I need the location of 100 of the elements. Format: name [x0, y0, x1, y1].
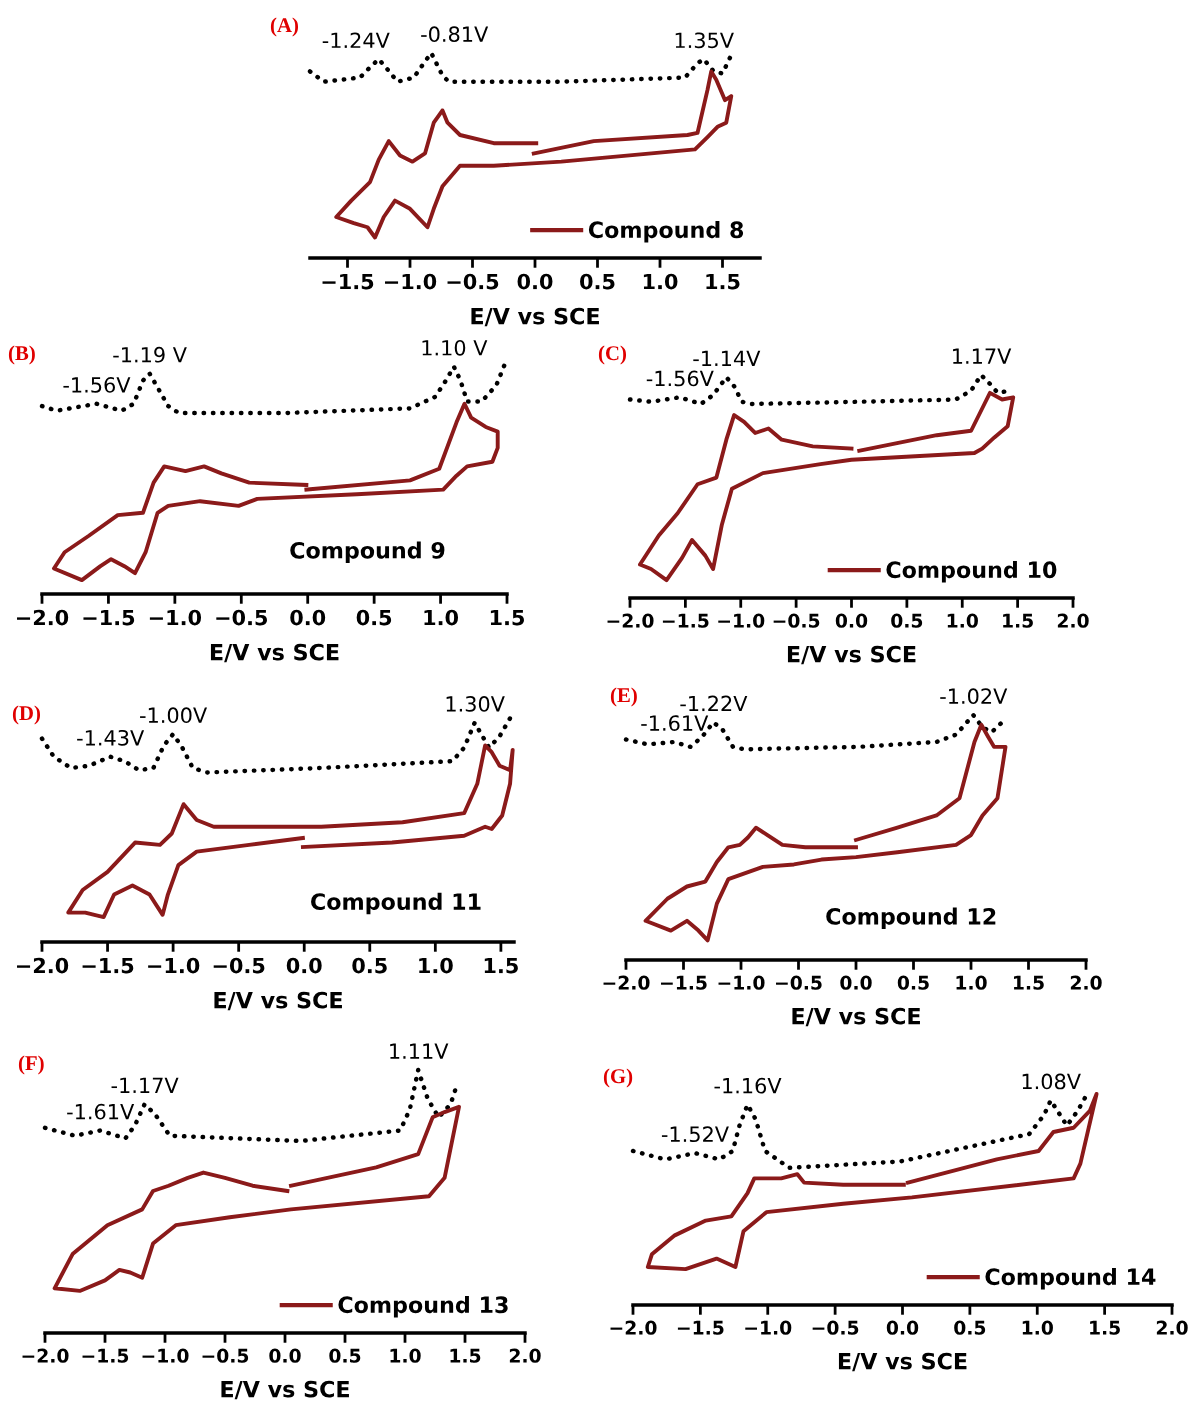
x-tick-label: −2.0	[17, 957, 69, 974]
x-tick-label: −0.5	[447, 273, 499, 290]
x-tick-label: −1.5	[83, 609, 135, 626]
x-tick-label: 0.0	[290, 609, 326, 626]
x-tick-label: 1.5	[1090, 1320, 1120, 1335]
annotation: Compound 12	[826, 907, 996, 930]
x-tick-label: −1.5	[322, 273, 374, 290]
x-tick-label: −0.5	[213, 957, 265, 974]
x-tick-label: −1.0	[718, 613, 765, 628]
annotation: 1.10 V	[422, 339, 488, 356]
x-tick-label: 0.5	[352, 957, 387, 974]
x-axis-title: E/V vs SCE	[838, 1352, 967, 1372]
x-tick-label: 0.0	[835, 613, 868, 628]
x-tick-label: 1.0	[956, 975, 987, 990]
legend-label: Compound 14	[985, 1267, 1156, 1290]
annotation: -1.61V	[67, 1103, 135, 1120]
annotation: Compound 11	[311, 892, 481, 915]
x-tick-label: −1.0	[149, 609, 202, 626]
x-axis-title: E/V vs SCE	[792, 1007, 920, 1027]
x-tick-label: −2.0	[22, 1348, 69, 1363]
annotation: -1.19 V	[113, 346, 187, 363]
x-tick-label: −2.0	[607, 613, 654, 628]
x-tick-label: 0.5	[356, 609, 392, 626]
x-tick-label: −1.5	[82, 957, 134, 974]
x-tick-label: 1.0	[424, 609, 459, 626]
x-tick-label: 2.0	[1057, 613, 1089, 628]
x-tick-label: −1.5	[677, 1320, 724, 1335]
chart-title: (A)	[270, 17, 298, 37]
annotation: -1.24V	[322, 32, 390, 48]
x-tick-label: −1.5	[82, 1348, 129, 1363]
x-tick-label: −0.5	[216, 609, 268, 626]
x-tick-label: 0.0	[286, 957, 322, 974]
annotation: -1.17V	[111, 1077, 179, 1093]
x-tick-label: 1.0	[390, 1348, 421, 1363]
x-tick-label: 2.0	[509, 1348, 541, 1363]
x-axis-title: E/V vs SCE	[210, 643, 339, 663]
annotation: 1.30V	[446, 696, 505, 712]
x-tick-label: 2.0	[1156, 1320, 1188, 1335]
annotation: -1.22V	[680, 695, 748, 712]
x-axis-title: E/V vs SCE	[471, 307, 599, 327]
annotation: -1.61V	[641, 715, 709, 731]
x-tick-label: −2.0	[17, 609, 69, 626]
x-tick-label: −1.5	[661, 975, 707, 990]
x-tick-label: 0.0	[269, 1348, 301, 1363]
chart-title: (C)	[598, 345, 626, 365]
x-tick-label: 1.0	[947, 613, 978, 628]
x-tick-label: −2.0	[610, 1320, 657, 1335]
chart-title: (D)	[12, 705, 40, 725]
x-tick-label: 0.5	[891, 613, 923, 628]
x-tick-label: 0.0	[840, 975, 872, 990]
annotation: -1.56V	[63, 377, 131, 393]
annotation: -1.00V	[140, 707, 208, 724]
annotation: -1.16V	[714, 1077, 782, 1094]
annotation: 1.08V	[1022, 1073, 1081, 1090]
annotation: 1.17V	[953, 348, 1012, 364]
annotation: 1.11V	[390, 1043, 449, 1059]
annotation: -1.43V	[77, 729, 145, 746]
chart-title: (B)	[8, 345, 35, 365]
x-tick-label: −1.0	[718, 975, 765, 990]
annotation: -1.02V	[940, 688, 1008, 705]
x-tick-label: 1.5	[1014, 975, 1044, 990]
x-tick-label: 1.5	[450, 1348, 481, 1363]
x-axis-title: E/V vs SCE	[221, 1380, 349, 1400]
legend-label: Compound 10	[886, 560, 1057, 583]
x-tick-label: 0.5	[954, 1320, 986, 1335]
x-tick-label: −1.0	[745, 1320, 792, 1335]
annotation: -1.56V	[646, 370, 714, 387]
x-tick-label: 1.5	[490, 609, 524, 626]
chart-title: (G)	[603, 1068, 633, 1088]
x-tick-label: −1.0	[148, 957, 200, 974]
x-tick-label: 1.5	[706, 273, 740, 290]
x-tick-label: 0.5	[580, 273, 615, 290]
x-tick-label: −1.0	[142, 1348, 189, 1363]
x-tick-label: 0.0	[517, 273, 553, 290]
annotation: 1.35V	[675, 32, 734, 49]
x-axis-title: E/V vs SCE	[787, 645, 916, 665]
x-tick-label: −0.5	[202, 1348, 249, 1363]
x-tick-label: −1.0	[385, 273, 437, 290]
annotation: Compound 9	[290, 541, 445, 563]
x-tick-label: 0.0	[886, 1320, 919, 1335]
x-tick-label: 1.0	[1022, 1320, 1053, 1335]
annotation: -1.52V	[661, 1126, 729, 1143]
x-tick-label: −0.5	[776, 975, 822, 990]
x-axis-title: E/V vs SCE	[214, 991, 342, 1011]
legend-label: Compound 8	[588, 220, 744, 243]
x-tick-label: 1.0	[419, 957, 453, 974]
x-tick-label: 2.0	[1070, 975, 1102, 990]
x-tick-label: 0.5	[329, 1348, 361, 1363]
x-tick-label: −0.5	[812, 1320, 859, 1335]
annotation: -0.81V	[421, 26, 489, 43]
legend-label: Compound 13	[338, 1295, 508, 1318]
chart-title: (E)	[610, 687, 637, 707]
chart-title: (F)	[18, 1055, 44, 1075]
x-tick-label: 1.5	[1003, 613, 1033, 628]
x-tick-label: −0.5	[773, 613, 820, 628]
annotation: -1.14V	[693, 350, 761, 366]
x-tick-label: 1.0	[643, 273, 678, 290]
x-tick-label: −1.5	[662, 613, 709, 628]
x-tick-label: 1.5	[484, 957, 518, 974]
x-tick-label: 0.5	[897, 975, 929, 990]
